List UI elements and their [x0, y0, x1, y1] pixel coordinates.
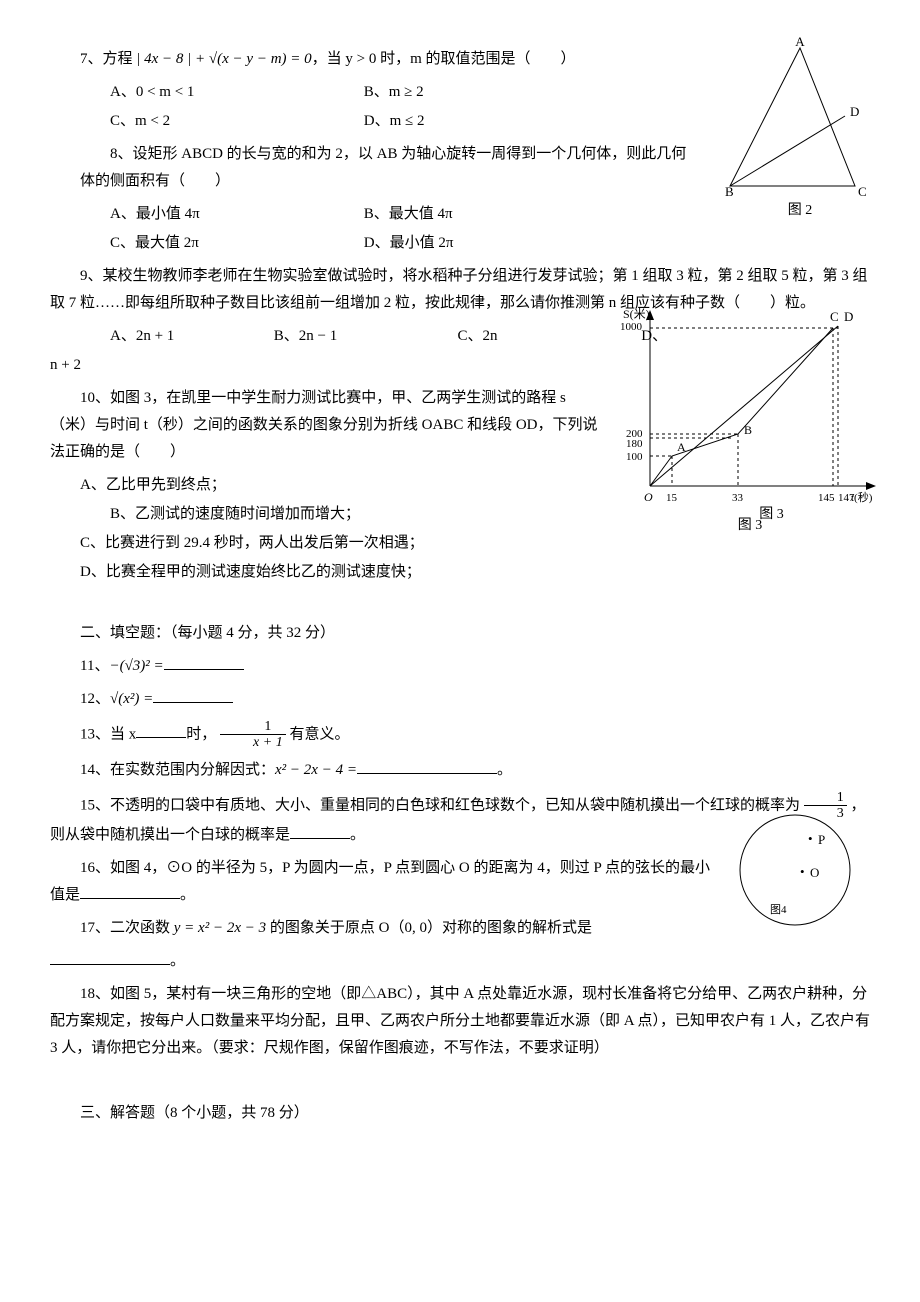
svg-text:1000: 1000: [620, 321, 643, 333]
svg-text:•: •: [808, 831, 813, 846]
q8-opt-c: C、最大值 2π: [80, 230, 330, 257]
q18: 18、如图 5，某村有一块三角形的空地（即△ABC），其中 A 点处靠近水源，现…: [50, 981, 870, 1062]
q7-opt-a: A、0 < m < 1: [80, 79, 330, 106]
q12: 12、√(x²) =: [50, 686, 870, 713]
q8-opt-d: D、最小值 2π: [334, 230, 584, 257]
svg-text:S(米): S(米): [623, 307, 650, 321]
q14: 14、在实数范围内分解因式：x² − 2x − 4 =。: [50, 757, 870, 784]
fig2-label-d: D: [850, 104, 859, 119]
svg-text:B: B: [744, 423, 752, 437]
svg-text:O: O: [644, 490, 653, 504]
q9-opt-b: B、2n − 1: [244, 323, 424, 350]
q7-formula: | 4x − 8 | + √(x − y − m) = 0: [136, 51, 311, 67]
section-2-title: 二、填空题：（每小题 4 分，共 32 分）: [50, 620, 870, 647]
svg-text:C: C: [830, 309, 839, 324]
fig2-caption: 图 2: [720, 198, 880, 223]
svg-text:100: 100: [626, 451, 643, 463]
q9-opt-c: C、2n: [428, 323, 608, 350]
q13: 13、当 x时， 1x + 1 有意义。: [50, 719, 870, 751]
figure-2: A B C D 图 2: [720, 36, 880, 223]
q9-opt-a: A、2n + 1: [80, 323, 240, 350]
svg-text:P: P: [818, 832, 825, 847]
q7-opt-b: B、m ≥ 2: [334, 79, 584, 106]
fig2-label-a: A: [795, 36, 805, 49]
q8-opt-a: A、最小值 4π: [80, 201, 330, 228]
fig2-label-c: C: [858, 184, 867, 196]
svg-text:33: 33: [732, 492, 744, 504]
section-3-title: 三、解答题（8 个小题，共 78 分）: [50, 1100, 870, 1127]
svg-text:•: •: [800, 864, 805, 879]
svg-text:A: A: [677, 440, 686, 454]
q10-opt-b: B、乙测试的速度随时间增加而增大；: [80, 501, 360, 528]
fig2-label-b: B: [725, 184, 734, 196]
q10-opt-d: D、比赛全程甲的测试速度始终比乙的测试速度快；: [50, 559, 870, 586]
figure-4: • P • O 图4: [730, 808, 860, 928]
svg-text:O: O: [810, 865, 819, 880]
figure-3: S(米) 1000 200 180 100 O 15 33 145 147 t(…: [620, 306, 880, 538]
svg-text:145: 145: [818, 492, 835, 504]
svg-text:15: 15: [666, 492, 678, 504]
q8-opt-b: B、最大值 4π: [334, 201, 584, 228]
fig3-caption: 图 3: [620, 513, 880, 538]
q11: 11、−(√3)² =: [50, 653, 870, 680]
svg-text:D: D: [844, 309, 853, 324]
svg-text:180: 180: [626, 438, 643, 450]
svg-text:图4: 图4: [770, 903, 787, 916]
q7-opt-d: D、m ≤ 2: [334, 108, 584, 135]
q7-opt-c: C、m < 2: [80, 108, 330, 135]
svg-text:t(秒): t(秒): [851, 490, 873, 504]
